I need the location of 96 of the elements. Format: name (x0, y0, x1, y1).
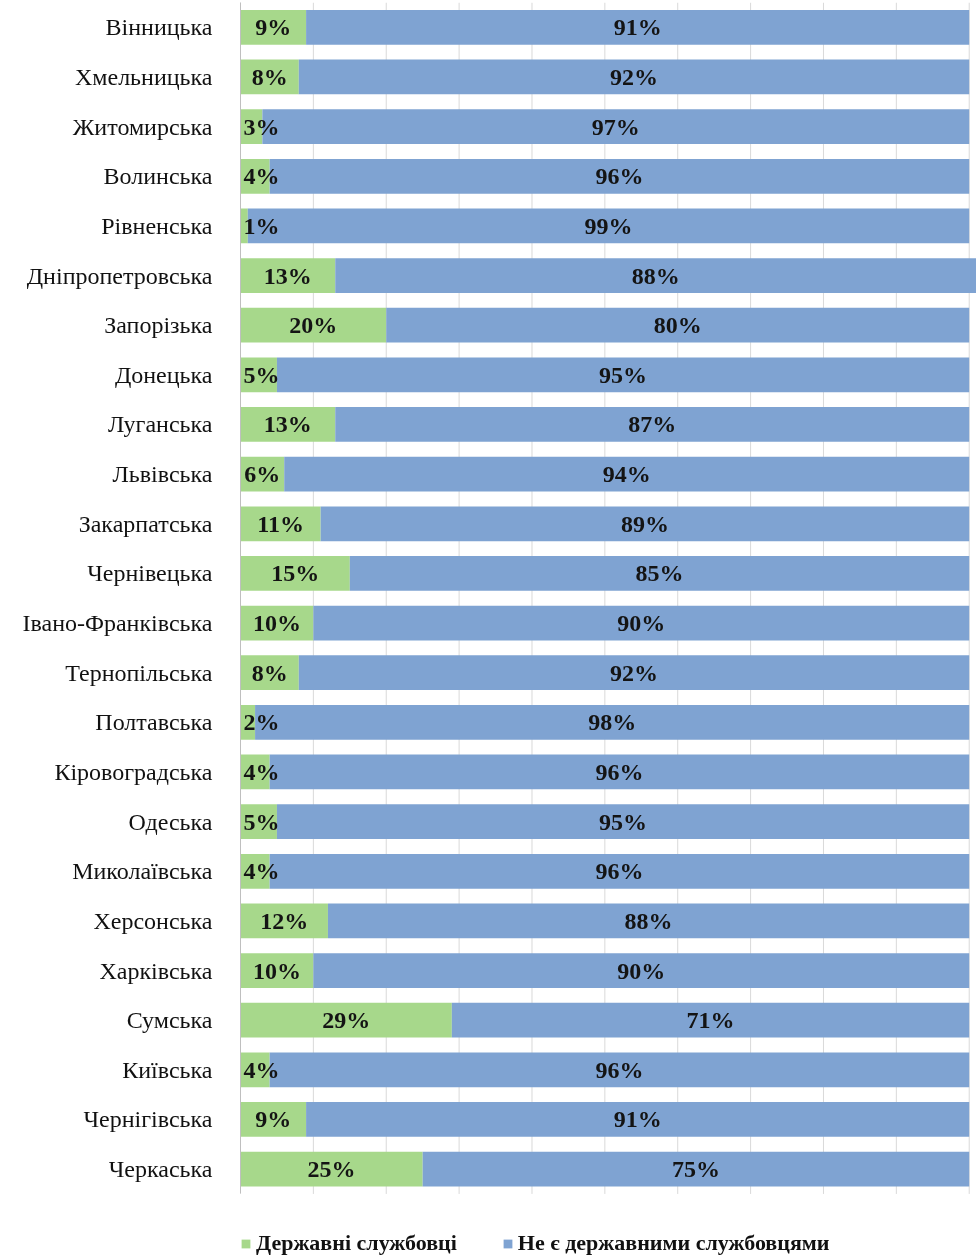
data-label: 97% (591, 113, 640, 140)
data-label: 6% (244, 461, 281, 488)
y-tick-label: Івано-Франківська (22, 610, 213, 637)
y-tick-label: Полтавська (95, 709, 213, 736)
y-tick-label: Чернівецька (87, 560, 213, 587)
bar (320, 506, 970, 542)
data-label: 87% (628, 411, 677, 438)
data-label: 92% (610, 63, 658, 90)
data-label: 15% (271, 560, 320, 587)
bar (276, 357, 970, 393)
bar (313, 605, 970, 641)
data-label: 25% (307, 1156, 356, 1183)
data-label: 85% (635, 560, 684, 587)
bar (386, 307, 970, 343)
data-label: 96% (595, 1056, 644, 1083)
data-label: 4% (243, 858, 280, 885)
bar (276, 804, 970, 839)
data-label: 96% (595, 858, 644, 885)
legend-label: Не є державними службовцями (517, 1230, 830, 1256)
data-label: 11% (257, 510, 304, 537)
bar (335, 407, 970, 442)
data-label: 95% (599, 808, 648, 835)
data-label: 4% (243, 1056, 280, 1083)
y-tick-label: Львівська (112, 461, 213, 488)
data-label: 4% (243, 163, 280, 190)
data-label: 90% (617, 957, 666, 984)
data-label: 29% (322, 1007, 371, 1034)
bar (240, 556, 350, 591)
data-label: 98% (588, 709, 637, 736)
data-label: 91% (613, 14, 662, 41)
legend-label: Державні службовці (256, 1230, 457, 1256)
y-tick-label: Чернігівська (83, 1106, 213, 1133)
bar (349, 556, 970, 591)
data-label: 92% (610, 659, 658, 686)
y-tick-label: Харківська (99, 957, 213, 984)
y-tick-label: Сумська (126, 1007, 213, 1034)
data-label: 12% (260, 907, 309, 934)
data-label: 13% (263, 411, 312, 438)
data-label: 10% (252, 957, 301, 984)
y-tick-label: Вінницька (105, 14, 213, 41)
data-label: 95% (599, 361, 648, 388)
y-tick-label: Одеська (128, 808, 213, 835)
data-label: 8% (251, 659, 288, 686)
bar (327, 903, 970, 939)
data-label: 9% (255, 1106, 292, 1133)
data-label: 89% (620, 510, 669, 537)
data-label: 99% (584, 212, 633, 239)
y-tick-label: Запорізька (104, 312, 213, 339)
y-tick-label: Дніпропетровська (26, 262, 213, 289)
data-label: 5% (243, 361, 280, 388)
data-label: 9% (255, 14, 292, 41)
data-label: 94% (602, 461, 651, 488)
y-tick-label: Житомирська (72, 113, 213, 140)
data-label: 20% (289, 312, 338, 339)
y-tick-label: Донецька (114, 361, 213, 388)
y-tick-label: Волинська (103, 163, 213, 190)
data-label: 2% (243, 709, 280, 736)
data-label: 8% (251, 63, 288, 90)
bar (247, 208, 970, 244)
data-label: 13% (263, 262, 312, 289)
y-tick-label: Черкаська (108, 1156, 213, 1183)
data-label: 88% (624, 907, 673, 934)
bar (451, 1002, 970, 1038)
y-tick-label: Тернопільська (65, 659, 213, 686)
y-tick-label: Луганська (107, 411, 213, 438)
y-tick-label: Кіровоградська (54, 758, 213, 785)
data-label: 71% (686, 1007, 735, 1034)
y-tick-label: Херсонська (93, 907, 213, 934)
y-tick-label: Рівненська (101, 212, 213, 239)
y-tick-label: Хмельницька (74, 63, 213, 90)
bar (306, 1102, 970, 1137)
data-label: 10% (252, 610, 301, 637)
data-label: 3% (243, 113, 280, 140)
data-label: 96% (595, 163, 644, 190)
data-label: 75% (671, 1156, 720, 1183)
data-label: 88% (631, 262, 680, 289)
y-tick-label: Миколаївська (72, 858, 213, 885)
data-label: 90% (617, 610, 666, 637)
bar (298, 655, 970, 691)
bar (240, 1002, 452, 1038)
data-label: 4% (243, 758, 280, 785)
y-tick-label: Київська (122, 1056, 213, 1083)
bar (298, 59, 970, 95)
bar (422, 1151, 970, 1187)
data-label: 5% (243, 808, 280, 835)
data-label: 91% (613, 1106, 662, 1133)
bar (313, 953, 970, 988)
data-label: 1% (243, 212, 280, 239)
bar (240, 307, 387, 343)
bar (240, 1151, 423, 1187)
bar (284, 456, 970, 492)
data-label: 96% (595, 758, 644, 785)
bar (306, 9, 970, 45)
y-tick-label: Закарпатська (78, 510, 213, 537)
data-label: 80% (653, 312, 702, 339)
bar (335, 258, 976, 293)
